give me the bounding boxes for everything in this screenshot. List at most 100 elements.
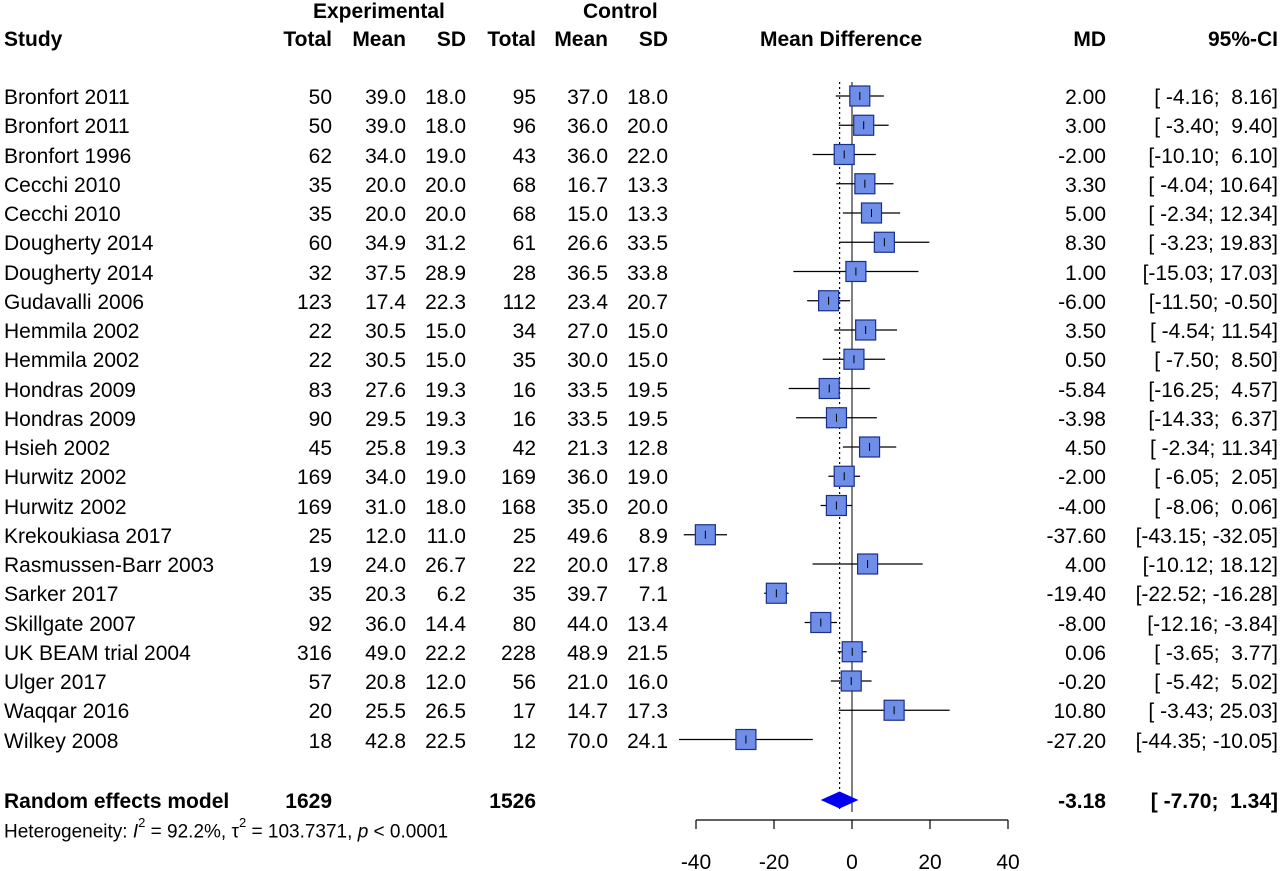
study-name: Krekoukiasa 2017 [4, 524, 173, 548]
cell-c-mean: 26.6 [567, 232, 608, 256]
cell-e-mean: 20.0 [365, 173, 406, 197]
cell-e-sd: 19.3 [425, 378, 466, 402]
cell-ci: [ -5.42; 5.02] [1154, 671, 1278, 694]
cell-ci: [ -3.23; 19.83] [1148, 232, 1278, 256]
cell-ci: [-10.10; 6.10] [1148, 144, 1278, 168]
cell-e-sd: 22.3 [425, 290, 466, 314]
cell-e-mean: 12.0 [365, 524, 406, 548]
cell-e-sd: 20.0 [425, 173, 466, 197]
cell-c-total: 95 [512, 86, 536, 109]
study-name: Hondras 2009 [4, 378, 136, 402]
cell-e-sd: 6.2 [436, 583, 466, 607]
cell-md: 10.80 [1053, 700, 1106, 724]
cell-e-sd: 12.0 [425, 671, 466, 694]
cell-c-total: 22 [512, 554, 536, 577]
cell-c-mean: 36.0 [567, 144, 608, 168]
cell-e-sd: 26.5 [425, 700, 466, 724]
cell-e-mean: 34.9 [365, 232, 406, 256]
cell-c-mean: 27.0 [567, 320, 608, 343]
cell-c-total: 17 [512, 700, 536, 724]
study-name: Dougherty 2014 [4, 232, 154, 256]
study-name: Cecchi 2010 [4, 173, 121, 197]
cell-ci: [-14.33; 6.37] [1148, 407, 1278, 431]
cell-md: 3.30 [1065, 173, 1106, 197]
cell-ci: [-12.16; -3.84] [1147, 612, 1278, 636]
cell-md: -0.20 [1058, 671, 1106, 694]
cell-ci: [-11.50; -0.50] [1148, 290, 1278, 314]
cell-e-sd: 15.0 [425, 320, 466, 343]
cell-ci: [ -4.04; 10.64] [1148, 173, 1278, 197]
study-name: Ulger 2017 [4, 671, 107, 694]
study-name: Bronfort 2011 [4, 86, 130, 109]
cell-c-total: 16 [512, 407, 536, 431]
cell-c-mean: 70.0 [567, 729, 608, 753]
cell-md: 1.00 [1065, 261, 1106, 285]
study-name: Dougherty 2014 [4, 261, 154, 285]
cell-c-sd: 19.0 [627, 466, 668, 490]
cell-c-sd: 18.0 [627, 86, 668, 109]
cell-c-mean: 33.5 [567, 407, 608, 431]
cell-e-total: 60 [308, 232, 332, 256]
cell-c-sd: 16.0 [627, 671, 668, 694]
cell-c-total: 25 [512, 524, 536, 548]
cell-e-total: 169 [296, 495, 332, 519]
cell-e-sd: 15.0 [425, 349, 466, 373]
header-e-total: Total [283, 28, 332, 51]
header-c-mean: Mean [554, 28, 608, 51]
cell-e-mean: 27.6 [365, 378, 406, 402]
header-e-mean: Mean [352, 28, 406, 51]
cell-c-mean: 23.4 [567, 290, 608, 314]
cell-ci: [ -4.16; 8.16] [1154, 86, 1278, 109]
x-tick-label: 0 [846, 851, 858, 871]
cell-e-sd: 11.0 [426, 524, 466, 548]
cell-c-mean: 36.0 [567, 115, 608, 139]
header-mean-difference: Mean Difference [760, 28, 923, 51]
cell-ci: [ -2.34; 11.34] [1149, 437, 1278, 460]
cell-e-total: 22 [308, 320, 332, 343]
cell-c-mean: 20.0 [567, 554, 608, 577]
x-tick-label: 20 [918, 851, 941, 871]
cell-e-mean: 24.0 [365, 554, 406, 577]
cell-md: 8.30 [1065, 232, 1106, 256]
cell-c-total: 112 [502, 290, 536, 314]
cell-e-total: 169 [296, 466, 332, 490]
cell-c-mean: 36.0 [567, 466, 608, 490]
cell-e-sd: 19.0 [425, 144, 466, 168]
cell-ci: [ -8.06; 0.06] [1154, 495, 1278, 519]
cell-c-total: 35 [512, 583, 536, 607]
cell-e-sd: 14.4 [425, 612, 466, 636]
cell-md: 0.06 [1065, 641, 1106, 665]
cell-c-total: 169 [500, 466, 536, 490]
study-name: Waqqar 2016 [4, 700, 130, 724]
cell-c-sd: 20.7 [627, 290, 668, 314]
cell-ci: [ -4.54; 11.54] [1149, 320, 1278, 343]
summary-ci: [ -7.70; 1.34] [1150, 790, 1278, 813]
cell-c-sd: 20.0 [627, 495, 668, 519]
cell-c-mean: 14.7 [567, 700, 608, 724]
cell-e-total: 32 [308, 261, 332, 285]
cell-e-sd: 20.0 [425, 203, 466, 226]
cell-md: 5.00 [1065, 203, 1106, 226]
cell-e-mean: 39.0 [365, 86, 406, 109]
cell-c-total: 42 [512, 437, 536, 460]
cell-e-total: 20 [308, 700, 332, 724]
cell-e-total: 123 [296, 290, 332, 314]
cell-e-total: 83 [308, 378, 332, 402]
cell-e-total: 35 [308, 583, 332, 607]
cell-c-mean: 48.9 [567, 641, 608, 665]
header-md: MD [1073, 28, 1106, 51]
cell-e-mean: 36.0 [365, 612, 406, 636]
cell-c-total: 80 [512, 612, 536, 636]
cell-e-mean: 25.5 [365, 700, 406, 724]
cell-md: 0.50 [1065, 349, 1106, 373]
cell-c-total: 16 [512, 378, 536, 402]
cell-md: -37.60 [1046, 524, 1106, 548]
cell-c-mean: 15.0 [567, 203, 608, 226]
cell-e-total: 90 [308, 407, 332, 431]
cell-c-sd: 7.1 [638, 583, 668, 607]
cell-c-mean: 36.5 [567, 261, 608, 285]
cell-e-mean: 30.5 [365, 320, 406, 343]
cell-ci: [-43.15; -32.05] [1135, 524, 1278, 548]
cell-e-sd: 18.0 [425, 115, 466, 139]
